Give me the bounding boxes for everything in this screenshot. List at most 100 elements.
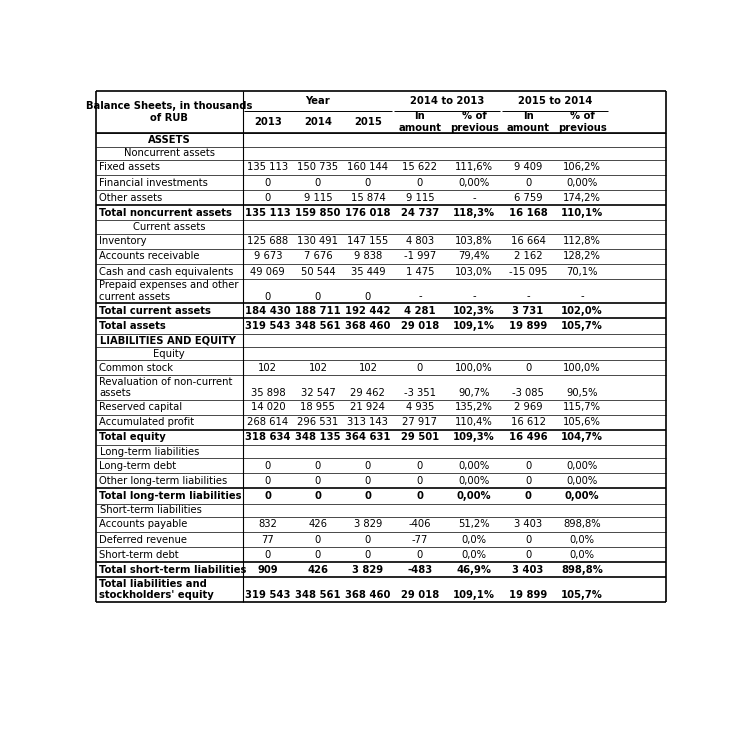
Text: 90,7%: 90,7% [459, 388, 490, 398]
Text: 3 829: 3 829 [354, 520, 382, 530]
Text: Short-term liabilities: Short-term liabilities [100, 506, 202, 515]
Text: Total assets: Total assets [99, 321, 165, 331]
Text: -: - [526, 292, 530, 302]
Text: 4 803: 4 803 [406, 236, 434, 246]
Text: 16 168: 16 168 [509, 208, 548, 218]
Text: 15 874: 15 874 [350, 193, 385, 202]
Text: 0: 0 [265, 292, 271, 302]
Text: 2 162: 2 162 [513, 251, 542, 262]
Text: Common stock: Common stock [99, 363, 173, 373]
Text: Accounts receivable: Accounts receivable [99, 251, 200, 262]
Text: 29 018: 29 018 [401, 321, 439, 331]
Text: 898,8%: 898,8% [561, 565, 603, 574]
Text: Revaluation of non-current
assets: Revaluation of non-current assets [99, 376, 232, 398]
Text: 109,3%: 109,3% [453, 432, 495, 442]
Text: 348 561: 348 561 [295, 590, 341, 600]
Text: 0,0%: 0,0% [462, 550, 487, 560]
Text: 2014 to 2013: 2014 to 2013 [410, 96, 484, 106]
Text: Balance Sheets, in thousands
of RUB: Balance Sheets, in thousands of RUB [86, 101, 252, 123]
Text: 2013: 2013 [254, 117, 282, 127]
Text: Long-term liabilities: Long-term liabilities [100, 446, 200, 457]
Text: 135 113: 135 113 [245, 208, 291, 218]
Text: 147 155: 147 155 [347, 236, 389, 246]
Text: 0: 0 [365, 460, 371, 471]
Text: Total noncurrent assets: Total noncurrent assets [99, 208, 232, 218]
Text: 50 544: 50 544 [301, 266, 335, 277]
Text: 0: 0 [265, 550, 271, 560]
Text: -77: -77 [412, 535, 428, 544]
Text: 2 969: 2 969 [513, 402, 542, 412]
Text: Accounts payable: Accounts payable [99, 520, 188, 530]
Text: 0: 0 [265, 178, 271, 188]
Text: 35 449: 35 449 [351, 266, 385, 277]
Text: 0: 0 [417, 476, 423, 486]
Text: 188 711: 188 711 [295, 306, 341, 316]
Text: 3 731: 3 731 [513, 306, 544, 316]
Text: 0: 0 [315, 535, 321, 544]
Text: 268 614: 268 614 [247, 417, 289, 428]
Text: 0,00%: 0,00% [456, 491, 491, 501]
Text: 4 281: 4 281 [404, 306, 436, 316]
Text: 426: 426 [309, 520, 327, 530]
Text: 0: 0 [417, 460, 423, 471]
Text: Equity: Equity [154, 349, 185, 358]
Text: Financial investments: Financial investments [99, 178, 208, 188]
Text: 3 829: 3 829 [352, 565, 384, 574]
Text: 16 664: 16 664 [510, 236, 545, 246]
Text: 0,00%: 0,00% [459, 460, 490, 471]
Text: 348 135: 348 135 [295, 432, 341, 442]
Text: 106,2%: 106,2% [563, 163, 601, 172]
Text: 102: 102 [309, 363, 327, 373]
Text: 110,4%: 110,4% [455, 417, 493, 428]
Text: Noncurrent assets: Noncurrent assets [124, 148, 214, 158]
Text: Total current assets: Total current assets [99, 306, 211, 316]
Text: 0: 0 [416, 491, 424, 501]
Text: 16 612: 16 612 [510, 417, 545, 428]
Text: 0: 0 [315, 292, 321, 302]
Text: 898,8%: 898,8% [563, 520, 601, 530]
Text: % of
previous: % of previous [558, 111, 606, 133]
Text: 0: 0 [265, 460, 271, 471]
Text: Total short-term liabilities: Total short-term liabilities [99, 565, 246, 574]
Text: 368 460: 368 460 [345, 590, 390, 600]
Text: % of
previous: % of previous [450, 111, 499, 133]
Text: Inventory: Inventory [99, 236, 147, 246]
Text: Current assets: Current assets [133, 222, 206, 232]
Text: 128,2%: 128,2% [563, 251, 601, 262]
Text: 192 442: 192 442 [345, 306, 390, 316]
Text: 0: 0 [365, 550, 371, 560]
Text: 0: 0 [315, 178, 321, 188]
Text: 1 475: 1 475 [406, 266, 434, 277]
Text: Deferred revenue: Deferred revenue [99, 535, 187, 544]
Text: Total long-term liabilities: Total long-term liabilities [99, 491, 242, 501]
Text: 29 018: 29 018 [401, 590, 439, 600]
Text: -: - [472, 292, 476, 302]
Text: 0,00%: 0,00% [565, 491, 600, 501]
Text: 0: 0 [525, 476, 531, 486]
Text: 0,0%: 0,0% [570, 550, 594, 560]
Text: 364 631: 364 631 [345, 432, 390, 442]
Text: 4 935: 4 935 [406, 402, 434, 412]
Text: -406: -406 [409, 520, 431, 530]
Text: 16 496: 16 496 [509, 432, 548, 442]
Text: 135,2%: 135,2% [455, 402, 493, 412]
Text: -1 997: -1 997 [404, 251, 436, 262]
Text: 9 409: 9 409 [514, 163, 542, 172]
Text: 318 634: 318 634 [245, 432, 291, 442]
Text: -3 351: -3 351 [404, 388, 436, 398]
Text: 832: 832 [258, 520, 278, 530]
Text: 0: 0 [417, 363, 423, 373]
Text: 77: 77 [261, 535, 275, 544]
Text: 319 543: 319 543 [245, 590, 291, 600]
Text: 0: 0 [265, 476, 271, 486]
Text: 0,00%: 0,00% [566, 178, 598, 188]
Text: 29 462: 29 462 [350, 388, 385, 398]
Text: Other assets: Other assets [99, 193, 162, 202]
Text: 79,4%: 79,4% [459, 251, 490, 262]
Text: 125 688: 125 688 [247, 236, 289, 246]
Text: In
amount: In amount [398, 111, 441, 133]
Text: 115,7%: 115,7% [563, 402, 601, 412]
Text: 0,00%: 0,00% [459, 178, 490, 188]
Text: 0: 0 [525, 460, 531, 471]
Text: 0,00%: 0,00% [566, 476, 598, 486]
